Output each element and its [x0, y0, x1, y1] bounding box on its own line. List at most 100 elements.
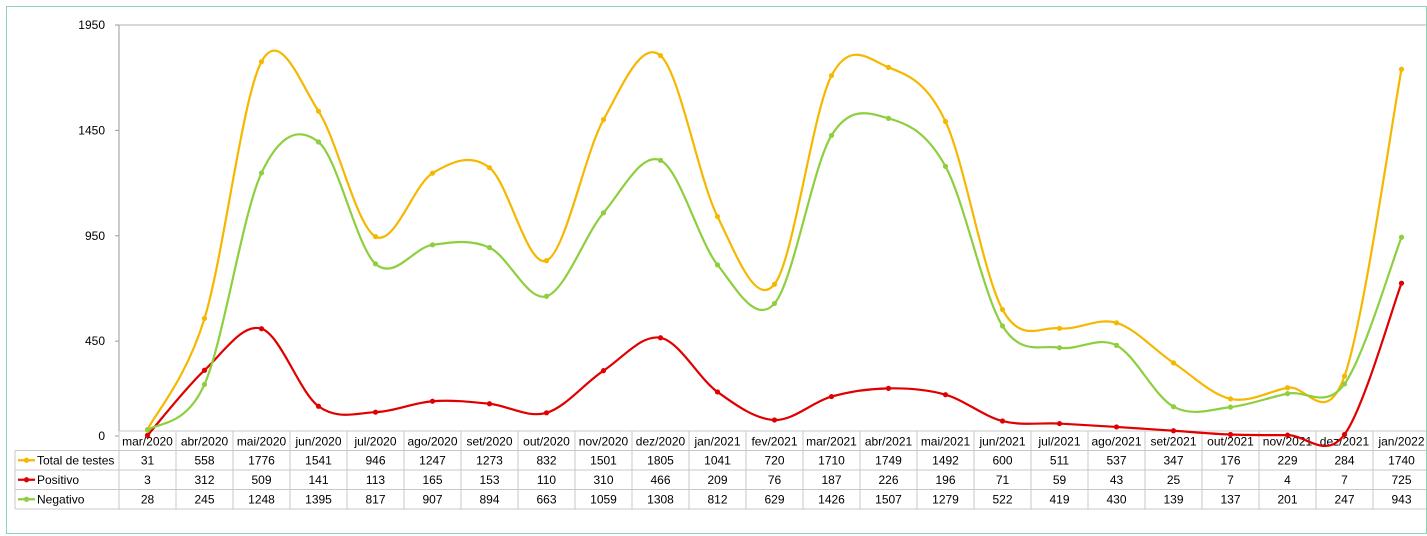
data-point: [543, 410, 550, 416]
legend-label: Total de testes: [37, 453, 114, 467]
data-point: [1056, 345, 1063, 351]
legend-label: Positivo: [37, 473, 79, 487]
category-label: ago/2021: [1091, 435, 1141, 449]
table-value: 663: [536, 492, 556, 506]
legend-marker-icon: [23, 496, 30, 502]
chart-frame: 0 450 950 1450 1950 mar/2020 abr/2020 mai/2020 j…: [6, 6, 1427, 534]
category-label: out/2020: [523, 435, 570, 449]
data-point: [942, 163, 949, 170]
table-value: 720: [764, 453, 784, 467]
table-value: 943: [1391, 492, 1411, 506]
data-point: [657, 157, 664, 163]
y-tick-label: 950: [85, 229, 105, 243]
category-label: dez/2020: [636, 435, 686, 449]
data-point: [315, 108, 322, 114]
data-point: [372, 234, 379, 240]
data-point: [1227, 404, 1234, 410]
table-value: 907: [422, 492, 442, 506]
table-value: 509: [251, 473, 271, 487]
table-value: 1041: [704, 453, 731, 467]
table-value: 43: [1110, 473, 1124, 487]
table-value: 201: [1277, 492, 1297, 506]
series-line: [146, 282, 1403, 447]
table-value: 522: [992, 492, 1012, 506]
table-value: 1273: [476, 453, 503, 467]
data-point: [258, 326, 265, 332]
category-label: mai/2021: [921, 435, 971, 449]
table-value: 25: [1167, 473, 1181, 487]
data-point: [486, 165, 493, 171]
category-label: abr/2020: [181, 435, 229, 449]
data-point: [1398, 280, 1405, 286]
table-value: 4: [1284, 473, 1291, 487]
data-point: [201, 381, 208, 387]
category-label: jul/2020: [353, 435, 396, 449]
table-value: 59: [1053, 473, 1067, 487]
table-value: 1710: [818, 453, 845, 467]
category-label: nov/2020: [579, 435, 629, 449]
data-point: [1398, 66, 1405, 72]
data-point: [1056, 325, 1063, 331]
data-point: [999, 418, 1006, 424]
table-value: 1492: [932, 453, 959, 467]
table-value: 153: [479, 473, 499, 487]
category-label: jan/2021: [693, 435, 740, 449]
category-label: fev/2021: [751, 435, 797, 449]
data-point: [828, 132, 835, 139]
data-point: [885, 385, 892, 391]
table-value: 1541: [305, 453, 332, 467]
table-value: 1776: [248, 453, 275, 467]
table-value: 894: [479, 492, 499, 506]
data-point: [258, 170, 265, 176]
data-point: [828, 393, 835, 400]
table-value: 600: [992, 453, 1012, 467]
table-value: 1059: [590, 492, 617, 506]
data-point: [714, 389, 721, 395]
table-value: 245: [194, 492, 214, 506]
data-point: [600, 210, 607, 216]
data-point: [486, 401, 493, 407]
legend-marker-icon: [23, 457, 30, 463]
y-tick-label: 450: [85, 334, 105, 348]
data-point: [543, 258, 550, 264]
table-value: 7: [1341, 473, 1348, 487]
data-point: [999, 306, 1006, 313]
table-value: 1740: [1388, 453, 1415, 467]
data-point: [771, 300, 778, 307]
table-value: 312: [194, 473, 214, 487]
table-value: 139: [1163, 492, 1183, 506]
data-point: [1056, 420, 1063, 427]
data-point: [1113, 424, 1120, 430]
data-point: [201, 367, 208, 373]
table-value: 817: [365, 492, 385, 506]
data-point: [657, 52, 664, 59]
data-point: [1341, 381, 1348, 387]
table-value: 1749: [875, 453, 902, 467]
category-label: set/2020: [466, 435, 512, 449]
data-point: [1284, 385, 1291, 391]
table-value: 558: [194, 453, 214, 467]
data-point: [1341, 373, 1348, 379]
table-value: 812: [707, 492, 727, 506]
table-value: 1805: [647, 453, 674, 467]
table-value: 7: [1227, 473, 1234, 487]
data-point: [1398, 234, 1405, 240]
table-value: 430: [1106, 492, 1126, 506]
table-value: 137: [1220, 492, 1240, 506]
line-chart: 0 450 950 1450 1950 mar/2020 abr/2020 mai/2020 j…: [14, 18, 1426, 510]
data-point: [885, 64, 892, 70]
table-value: 1501: [590, 453, 617, 467]
data-point: [942, 118, 949, 125]
data-point: [714, 213, 721, 220]
data-point: [1341, 431, 1348, 438]
table-value: 209: [707, 473, 727, 487]
data-point: [144, 432, 151, 438]
table-value: 141: [308, 473, 328, 487]
y-tick-label: 1450: [78, 123, 105, 137]
data-point: [1284, 432, 1291, 438]
data-point: [372, 261, 379, 267]
data-point: [144, 427, 151, 433]
category-label: abr/2021: [865, 435, 913, 449]
data-point: [429, 170, 436, 176]
category-label: mai/2020: [237, 435, 287, 449]
